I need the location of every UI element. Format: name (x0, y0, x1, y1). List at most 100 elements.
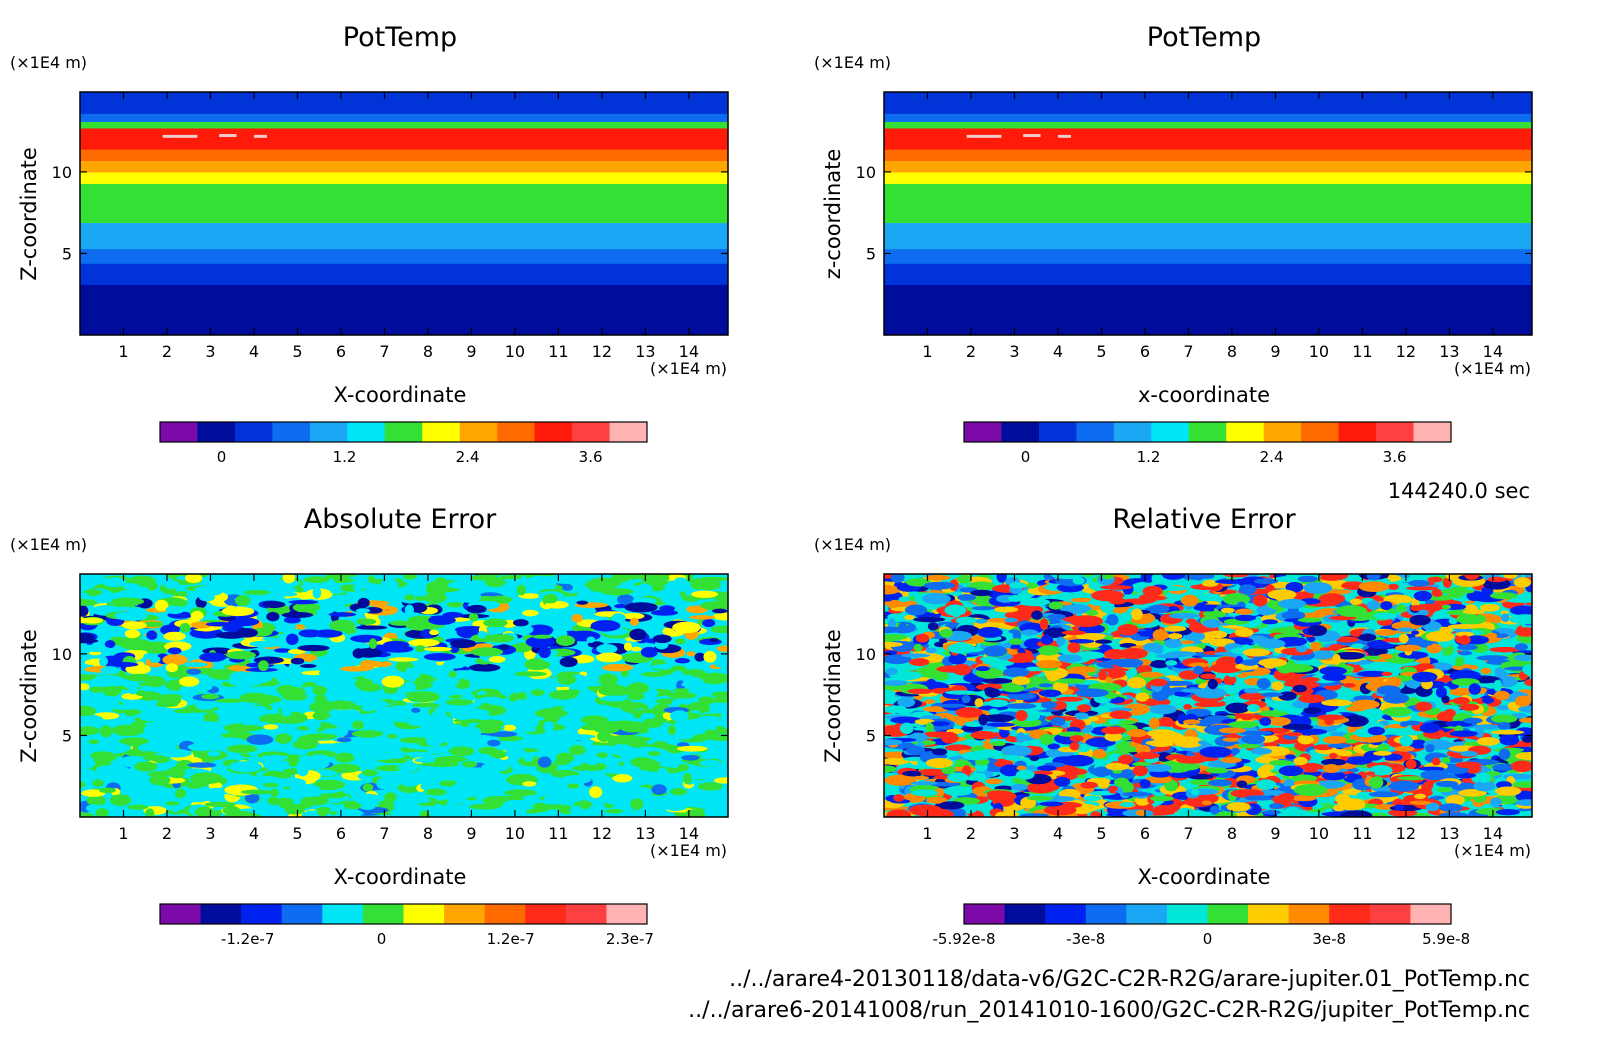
error-cell (1105, 762, 1130, 771)
plot-frame (883, 573, 1533, 818)
error-cell (138, 712, 163, 722)
error-cell (1094, 639, 1113, 644)
error-cell (630, 798, 644, 810)
error-cell (331, 742, 363, 748)
error-cell (283, 616, 301, 624)
error-cell (700, 745, 728, 753)
error-cell (312, 779, 346, 791)
error-cell (332, 577, 355, 583)
error-cell (162, 654, 188, 666)
error-cell (1222, 695, 1245, 704)
error-cell (296, 726, 309, 731)
error-cell (325, 716, 346, 725)
error-cell (897, 622, 908, 633)
x-tick-label: 12 (1396, 342, 1416, 361)
error-cell (297, 735, 319, 747)
y-unit-label: (×1E4 m) (10, 53, 87, 72)
error-cell (402, 681, 417, 693)
error-cell (932, 748, 948, 756)
error-cell (426, 746, 445, 754)
error-cell (1381, 671, 1393, 677)
error-cell (1263, 741, 1279, 747)
error-cell (576, 600, 589, 605)
error-cell (112, 726, 140, 736)
error-cell (890, 574, 905, 583)
error-cell (1430, 795, 1445, 800)
error-cell (330, 677, 340, 683)
error-cell (714, 658, 728, 669)
error-cell (1376, 685, 1401, 696)
error-cell (1019, 813, 1050, 817)
error-cell (1291, 794, 1317, 802)
error-cell (1069, 735, 1084, 742)
error-cell (1319, 666, 1347, 676)
colorbar-swatch (322, 904, 364, 924)
error-cell (244, 705, 268, 713)
error-cell (426, 581, 447, 590)
error-cell (404, 751, 433, 757)
error-cell (411, 707, 421, 713)
error-cell (1008, 582, 1027, 589)
error-cell (978, 713, 988, 726)
error-cell (1487, 576, 1507, 583)
error-cell (586, 636, 596, 644)
error-cell (398, 762, 418, 773)
error-cell (415, 676, 430, 686)
error-cell (80, 599, 98, 606)
band-3 (80, 248, 728, 264)
error-cell (1153, 804, 1180, 814)
error-cell (1515, 799, 1532, 807)
error-cell (80, 781, 86, 788)
error-cell (374, 735, 386, 746)
error-cell (670, 787, 687, 796)
error-cell (716, 645, 728, 652)
error-cell (609, 756, 620, 767)
error-cell (1285, 581, 1304, 593)
error-cell (1419, 722, 1440, 734)
error-cell (312, 711, 331, 721)
error-cell (1075, 688, 1109, 698)
error-cell (484, 577, 506, 588)
colorbar-swatch (534, 422, 573, 442)
error-cell (691, 590, 718, 598)
error-cell (901, 653, 931, 658)
error-cell (1005, 652, 1035, 664)
error-cell (1341, 715, 1369, 727)
error-cell (1425, 802, 1440, 812)
error-cell (357, 597, 370, 608)
error-cell (404, 604, 414, 616)
error-cell (80, 638, 99, 644)
error-cell (331, 669, 365, 678)
error-cell (1132, 765, 1149, 777)
error-cell (628, 740, 649, 748)
band-10 (884, 121, 1532, 129)
error-cell (1321, 699, 1353, 707)
error-cell (1086, 609, 1099, 616)
error-cell (1514, 643, 1528, 651)
error-cell (1367, 726, 1385, 736)
error-cell (88, 739, 100, 745)
error-cell (1431, 588, 1443, 597)
error-cell (1441, 604, 1452, 610)
error-cell (99, 656, 108, 667)
colorbar-swatch (1248, 904, 1290, 924)
error-cell (1389, 780, 1420, 792)
error-cell (255, 574, 268, 579)
error-cell (179, 676, 200, 687)
x-tick-label: 12 (592, 342, 612, 361)
error-cell (1204, 592, 1221, 600)
error-cell (970, 730, 998, 740)
error-cell (1356, 670, 1389, 677)
error-cell (1480, 603, 1500, 612)
error-cell (1462, 609, 1485, 615)
error-cell (1482, 697, 1494, 704)
error-cell (1285, 610, 1297, 617)
error-cell (1397, 776, 1427, 781)
error-cell (1181, 688, 1203, 693)
error-cell (96, 768, 109, 778)
error-cell (957, 594, 976, 601)
error-cell (534, 708, 568, 719)
error-cell (235, 594, 251, 607)
error-cell (1486, 632, 1498, 638)
error-cell (567, 782, 580, 789)
